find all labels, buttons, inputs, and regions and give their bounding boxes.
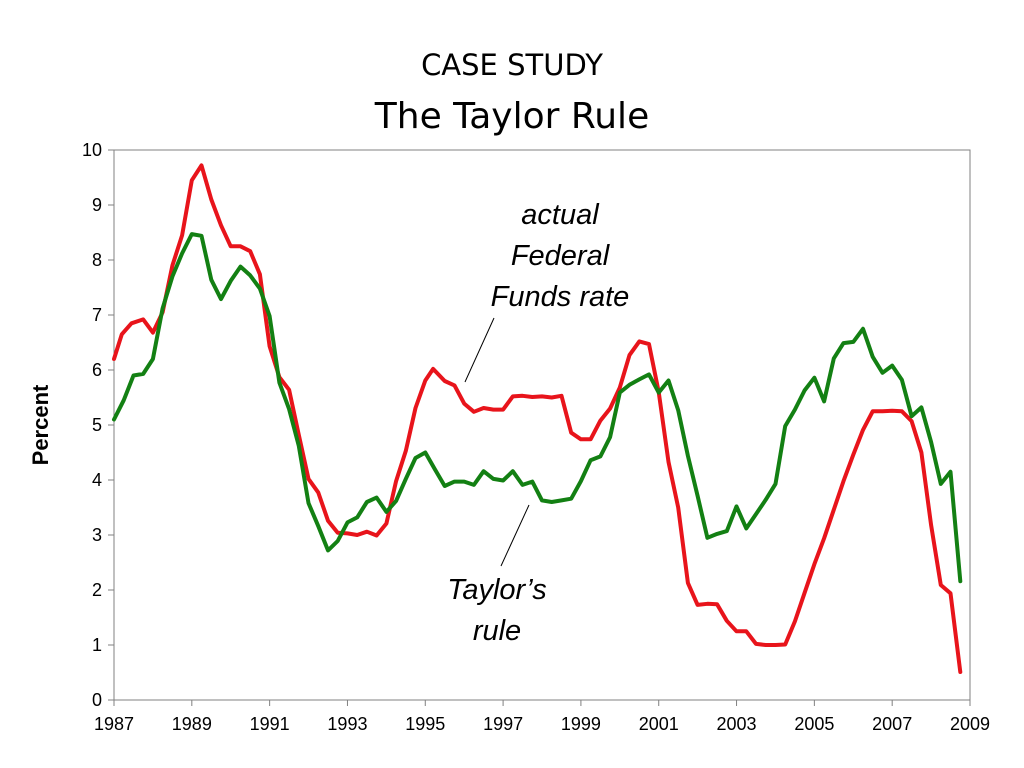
x-tick-label: 1997 bbox=[483, 714, 523, 734]
y-tick-label: 3 bbox=[92, 525, 102, 545]
y-axis-label: Percent bbox=[28, 384, 53, 465]
x-tick-label: 1989 bbox=[172, 714, 212, 734]
x-tick-label: 1987 bbox=[94, 714, 134, 734]
slide-title-case-study: CASE STUDY bbox=[421, 48, 603, 82]
y-tick-label: 8 bbox=[92, 250, 102, 270]
x-tick-label: 1991 bbox=[250, 714, 290, 734]
y-tick-label: 1 bbox=[92, 635, 102, 655]
y-tick-label: 4 bbox=[92, 470, 102, 490]
x-tick-label: 1995 bbox=[405, 714, 445, 734]
taylor-rule-line bbox=[112, 232, 963, 584]
annotation-actual-fed-funds-rate: Federal bbox=[511, 240, 611, 272]
x-tick-label: 2009 bbox=[950, 714, 990, 734]
y-tick-label: 6 bbox=[92, 360, 102, 380]
annotation-actual-fed-funds-rate: Funds rate bbox=[491, 281, 630, 313]
actual-fed-funds-rate-line bbox=[112, 163, 963, 674]
annotation-taylor-rule: Taylor’s bbox=[447, 574, 546, 606]
axes: 0 1 2 3 4 5 6 7 8 9 10 1987 1989 1991 1993 1995 1997 1999… bbox=[28, 140, 990, 734]
x-tick-label: 2007 bbox=[872, 714, 912, 734]
annotation-leader-line-actual bbox=[464, 317, 495, 383]
series-lines bbox=[112, 163, 963, 674]
y-tick-label: 7 bbox=[92, 305, 102, 325]
x-tick-label: 2001 bbox=[639, 714, 679, 734]
x-tick-label: 1999 bbox=[561, 714, 601, 734]
y-tick-label: 0 bbox=[92, 690, 102, 710]
x-tick-label: 2003 bbox=[717, 714, 757, 734]
annotation-taylor-rule: rule bbox=[473, 615, 521, 647]
annotation-actual-fed-funds-rate: actual bbox=[521, 199, 600, 231]
annotations: actual Federal Funds rate Taylor’s rule bbox=[447, 199, 629, 647]
x-tick-label: 1993 bbox=[327, 714, 367, 734]
y-tick-label: 5 bbox=[92, 415, 102, 435]
x-tick-label: 2005 bbox=[794, 714, 834, 734]
y-tick-label: 2 bbox=[92, 580, 102, 600]
y-tick-label: 9 bbox=[92, 195, 102, 215]
plot-area-frame bbox=[113, 149, 971, 701]
y-tick-label: 10 bbox=[82, 140, 102, 160]
slide-title-taylor-rule: The Taylor Rule bbox=[374, 96, 650, 137]
annotation-leader-line-taylor bbox=[500, 504, 530, 567]
